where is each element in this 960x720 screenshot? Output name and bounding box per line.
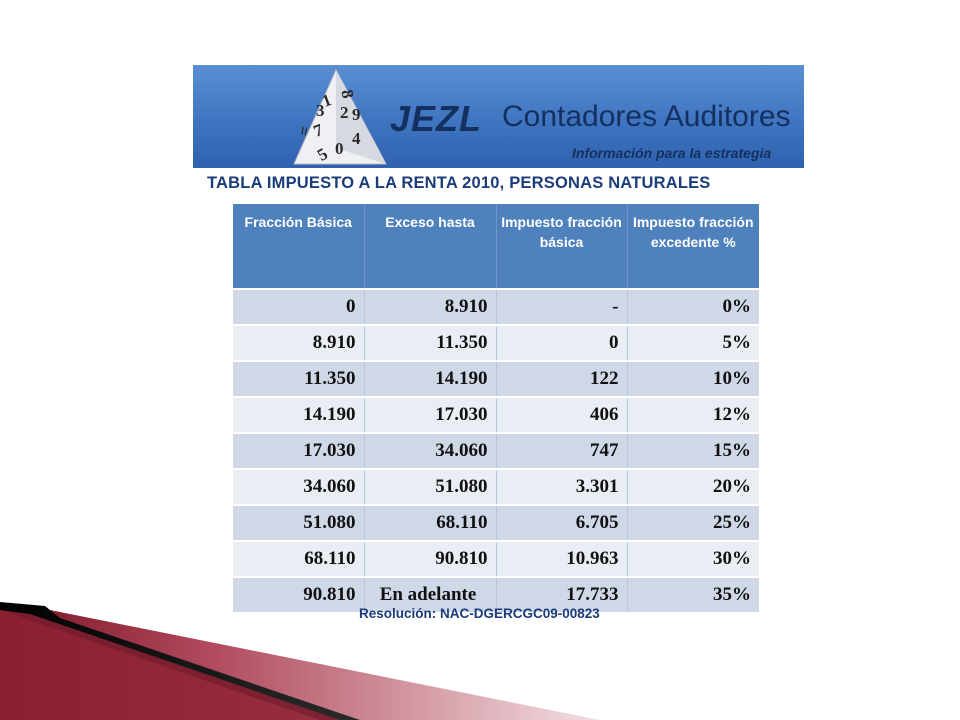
table-cell: 0 (496, 324, 628, 361)
table-cell: 14.190 (233, 396, 365, 433)
resolution-note: Resolución: NAC-DGERCGC09-00823 (359, 606, 600, 621)
table-row: 14.190 17.030 406 12% (233, 396, 759, 433)
slide-decoration (0, 602, 600, 720)
table-cell: 11.350 (233, 360, 365, 397)
table-cell: 30% (627, 540, 759, 577)
table-row: 8.910 11.350 0 5% (233, 324, 759, 361)
logo-number: 8 (337, 88, 357, 100)
table-cell: 12% (627, 396, 759, 433)
table-cell: 8.910 (233, 324, 365, 361)
table-cell: 14.190 (364, 360, 497, 397)
table-cell: 90.810 (364, 540, 497, 577)
table-title: TABLA IMPUESTO A LA RENTA 2010, PERSONAS… (207, 174, 711, 192)
table-cell: 51.080 (233, 504, 365, 541)
logo-number: 0 (335, 139, 344, 158)
table-cell: 34.060 (233, 468, 365, 505)
table-cell: 747 (496, 432, 628, 469)
column-header: Impuesto fracción básica (496, 204, 628, 289)
company-banner (193, 65, 804, 168)
logo-number: 3 (316, 101, 325, 120)
column-header: Exceso hasta (364, 204, 497, 289)
column-header: Impuesto fracción excedente % (627, 204, 759, 289)
table-row: 90.810 En adelante 17.733 35% (233, 576, 759, 612)
table-cell: 17.030 (233, 432, 365, 469)
table-cell: 17.030 (364, 396, 497, 433)
table-cell: 6.705 (496, 504, 628, 541)
table-cell: 51.080 (364, 468, 497, 505)
logo-number: = (294, 125, 314, 138)
logo-number: 9 (352, 105, 361, 124)
table-row: 0 8.910 - 0% (233, 288, 759, 325)
table-cell: 3.301 (496, 468, 628, 505)
table-cell: En adelante (364, 576, 497, 612)
company-tagline: Información para la estrategia (572, 145, 772, 161)
table-cell: 8.910 (364, 288, 497, 325)
table-cell: 68.110 (364, 504, 497, 541)
table-row: 51.080 68.110 6.705 25% (233, 504, 759, 541)
table-cell: 0 (233, 288, 365, 325)
table-row: 17.030 34.060 747 15% (233, 432, 759, 469)
table-cell: 17.733 (496, 576, 628, 612)
table-cell: 0% (627, 288, 759, 325)
table-cell: 10% (627, 360, 759, 397)
table-cell: 11.350 (364, 324, 497, 361)
table-header-row: Fracción Básica Exceso hasta Impuesto fr… (233, 204, 759, 289)
table-cell: 68.110 (233, 540, 365, 577)
table-cell: 122 (496, 360, 628, 397)
jezl-logo-icon: 8 3 1 2 9 7 4 0 5 = (293, 68, 387, 165)
company-name: Contadores Auditores (502, 100, 791, 133)
table-cell: 34.060 (364, 432, 497, 469)
table-cell: 20% (627, 468, 759, 505)
table-cell: 90.810 (233, 576, 365, 612)
table-cell: 25% (627, 504, 759, 541)
table-cell: 10.963 (496, 540, 628, 577)
table-row: 34.060 51.080 3.301 20% (233, 468, 759, 505)
column-header: Fracción Básica (233, 204, 365, 289)
logo-number: 2 (340, 103, 349, 122)
table-cell: - (496, 288, 628, 325)
table-row: 11.350 14.190 122 10% (233, 360, 759, 397)
brand-name: JEZL (390, 98, 483, 139)
table-cell: 35% (627, 576, 759, 612)
logo-number: 4 (352, 129, 361, 148)
table-row: 68.110 90.810 10.963 30% (233, 540, 759, 577)
table-cell: 5% (627, 324, 759, 361)
table-cell: 406 (496, 396, 628, 433)
table-cell: 15% (627, 432, 759, 469)
tax-rate-table: Fracción Básica Exceso hasta Impuesto fr… (233, 204, 759, 612)
